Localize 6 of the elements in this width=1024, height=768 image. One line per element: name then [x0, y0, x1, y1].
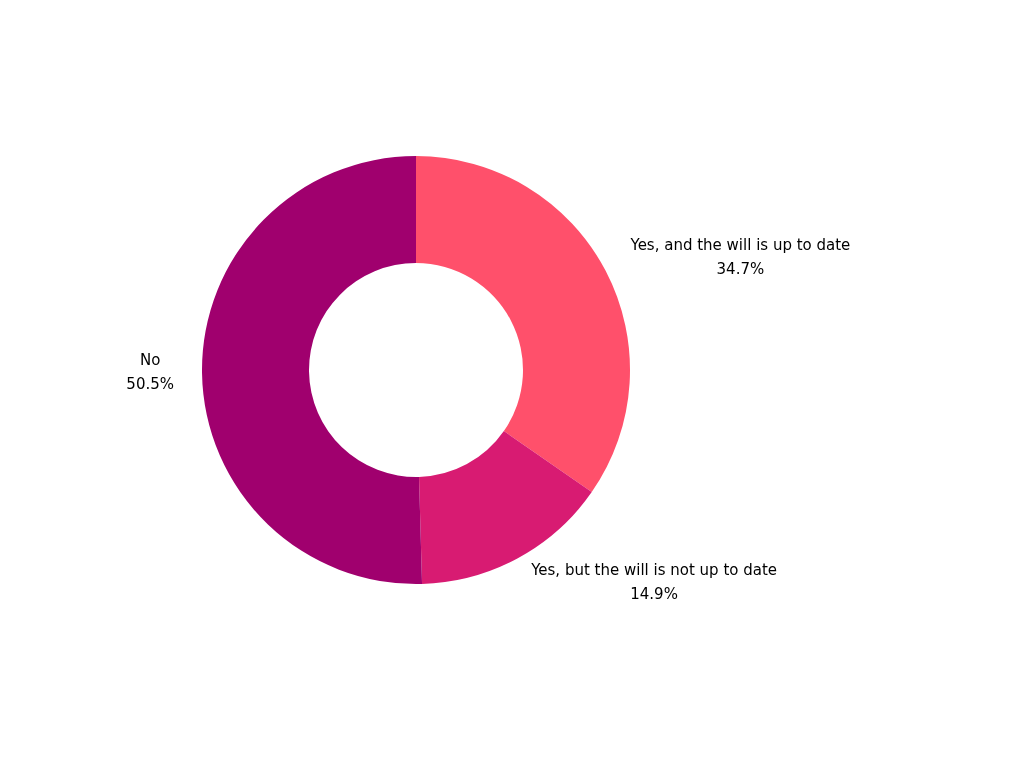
data-label: 34.7%	[716, 259, 765, 278]
slice-label: Yes, and the will is up to date	[629, 235, 851, 254]
data-label: 14.9%	[630, 584, 678, 603]
data-label: 50.5%	[126, 375, 175, 394]
slice-label: Yes, but the will is not up to date	[530, 560, 778, 579]
slice-label: No	[140, 351, 161, 370]
